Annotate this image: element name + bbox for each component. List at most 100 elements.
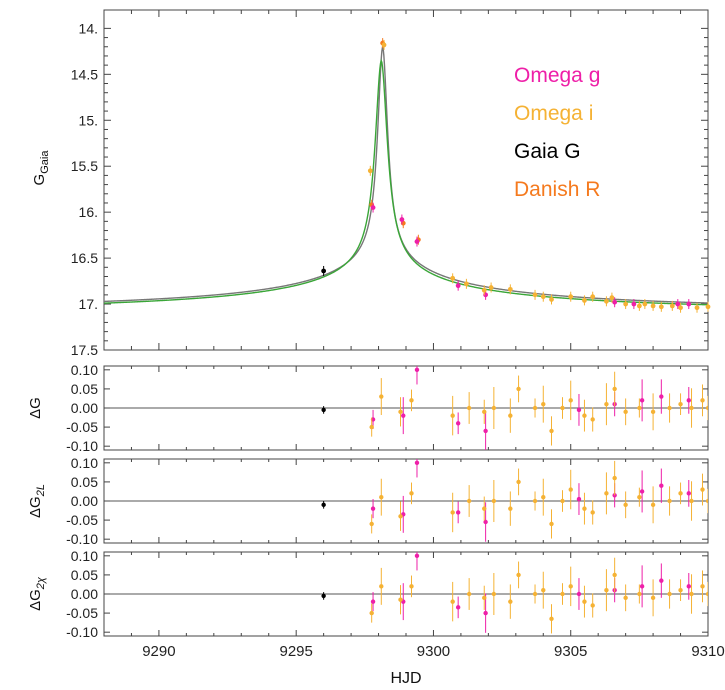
data-point xyxy=(667,498,672,504)
data-point xyxy=(414,553,420,559)
y-axis-label: ΔG2χ xyxy=(27,576,47,611)
data-point xyxy=(639,489,645,494)
data-point xyxy=(455,283,461,289)
data-point xyxy=(482,506,487,511)
y-axis-label: ΔG2L xyxy=(27,484,47,518)
data-point xyxy=(409,398,414,403)
data-point xyxy=(540,294,546,300)
data-point xyxy=(678,401,683,407)
data-point xyxy=(604,401,609,407)
data-point xyxy=(508,506,513,511)
data-point xyxy=(650,502,656,508)
data-point xyxy=(541,401,546,407)
data-point xyxy=(455,605,461,610)
data-point xyxy=(450,599,455,604)
model-curve-green xyxy=(103,58,709,306)
y-tick-label: -0.10 xyxy=(66,438,98,454)
legend-entry: Omega g xyxy=(514,64,600,87)
data-point xyxy=(560,591,565,597)
data-point xyxy=(414,460,420,466)
data-point xyxy=(379,584,384,589)
x-axis-label: HJD xyxy=(390,670,421,687)
data-point xyxy=(705,304,711,310)
data-point xyxy=(455,510,461,515)
data-point xyxy=(466,498,472,504)
residual-panel-2chi: 0.10 0.05 0.00 -0.05 -0.10 ΔG2χ xyxy=(27,548,709,640)
data-point xyxy=(631,301,637,307)
data-point xyxy=(637,494,642,500)
data-point xyxy=(686,584,691,589)
data-point xyxy=(590,510,595,515)
data-point xyxy=(604,491,609,496)
data-point xyxy=(686,301,692,307)
y-tick-label: 0.05 xyxy=(71,567,98,583)
y-axis-label-main: G xyxy=(31,174,48,186)
data-point xyxy=(582,297,587,303)
y-tick-label: 0.05 xyxy=(71,381,98,397)
y-tick-label: 0.00 xyxy=(71,493,98,509)
data-point xyxy=(639,584,645,589)
data-point xyxy=(491,405,497,411)
data-point xyxy=(414,239,420,244)
data-point xyxy=(370,506,376,511)
data-point xyxy=(491,591,497,597)
data-point xyxy=(694,305,700,311)
data-point xyxy=(582,413,587,418)
data-point xyxy=(398,597,403,602)
data-point xyxy=(369,521,374,527)
data-point xyxy=(568,294,574,300)
data-point xyxy=(590,603,595,608)
data-point xyxy=(482,409,487,415)
data-point xyxy=(650,595,656,601)
data-point xyxy=(705,498,708,504)
y-tick-label: -0.05 xyxy=(66,605,98,621)
data-point xyxy=(650,303,656,309)
data-point xyxy=(379,394,384,399)
y-axis-label-sub: 2χ xyxy=(35,576,47,590)
y-tick-label: 14.5 xyxy=(71,66,98,82)
x-tick-label: 9305 xyxy=(554,643,587,660)
magnitude-panel: 14. 14.5 15. 15.5 16. 16.5 17. 17.5 GGaia Omega g… xyxy=(31,9,711,358)
data-point xyxy=(609,295,615,301)
y-tick-label: 16. xyxy=(79,204,98,220)
data-point xyxy=(590,294,596,300)
data-point xyxy=(705,591,708,597)
data-point xyxy=(370,205,376,210)
data-point xyxy=(689,591,694,597)
x-tick-label: 9295 xyxy=(279,643,312,660)
y-axis-label-main: ΔG xyxy=(27,397,44,419)
data-point xyxy=(659,578,664,583)
data-point xyxy=(604,298,609,304)
data-point xyxy=(700,487,705,492)
y-tick-label: -0.10 xyxy=(66,624,98,640)
x-tick-label: 9300 xyxy=(417,643,450,660)
y-tick-label: 17. xyxy=(79,296,98,312)
data-point xyxy=(481,287,487,293)
y-tick-label: 0.10 xyxy=(71,362,98,378)
data-point xyxy=(508,599,513,604)
data-point xyxy=(491,498,497,504)
data-point xyxy=(321,407,326,413)
y-tick-label: 0.05 xyxy=(71,474,98,490)
data-point xyxy=(455,421,461,426)
data-point xyxy=(414,367,420,373)
data-point xyxy=(700,398,705,403)
data-point xyxy=(532,591,538,597)
residual-points xyxy=(321,366,708,450)
legend-entry: Gaia G xyxy=(514,140,581,163)
data-point xyxy=(686,398,691,403)
data-point xyxy=(612,572,617,578)
data-point xyxy=(639,398,645,403)
data-point xyxy=(623,409,628,415)
data-point xyxy=(321,502,326,508)
data-point xyxy=(379,494,384,500)
data-point xyxy=(667,405,672,411)
data-point xyxy=(369,424,374,430)
data-point xyxy=(516,479,521,485)
y-tick-label: 16.5 xyxy=(71,250,98,266)
data-point xyxy=(549,297,554,302)
y-axis-label-sub: 2L xyxy=(35,484,47,497)
data-point xyxy=(483,428,488,434)
data-point xyxy=(409,491,414,496)
